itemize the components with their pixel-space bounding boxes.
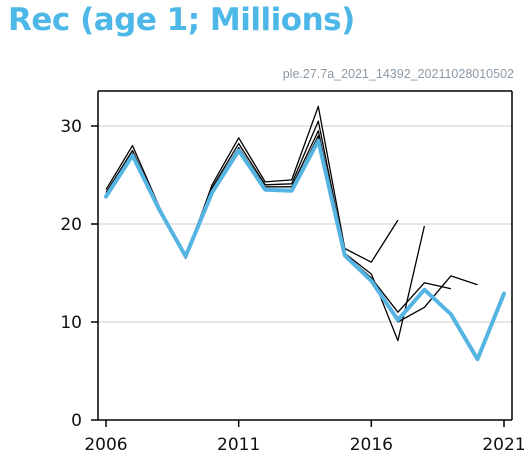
x-tick-label-2016: 2016 [350, 435, 393, 455]
retro-line-2 [105, 120, 426, 342]
axes [91, 90, 513, 427]
main-series-line [104, 138, 506, 362]
main-series [104, 138, 506, 362]
x-tick-label-2011: 2011 [217, 435, 260, 455]
retro-line-3 [105, 130, 452, 313]
x-tick-label-2006: 2006 [84, 435, 127, 455]
tick-labels: 0 10 20 30 2006 2011 2016 2021 [60, 117, 525, 455]
retro-line-1 [105, 105, 399, 263]
grid-lines [98, 125, 512, 323]
y-tick-label-30: 30 [60, 117, 82, 137]
chart-annotation: ple.27.7a_2021_14392_20211028010502 [282, 67, 514, 81]
x-tick-label-2021: 2021 [482, 435, 525, 455]
y-tick-label-20: 20 [60, 215, 82, 235]
chart-title: Rec (age 1; Millions) [8, 2, 355, 38]
y-tick-label-10: 10 [60, 313, 82, 333]
y-tick-label-0: 0 [71, 411, 82, 431]
